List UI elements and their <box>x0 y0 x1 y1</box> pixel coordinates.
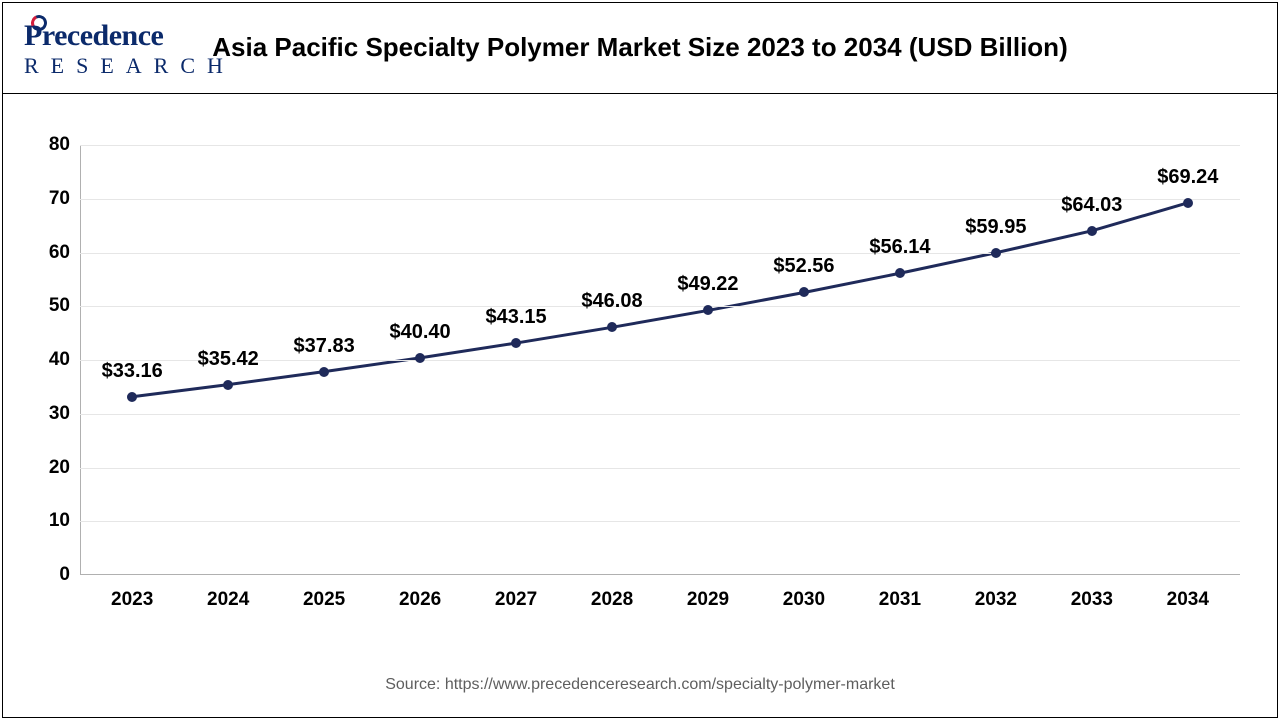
data-label: $35.42 <box>198 348 259 371</box>
data-marker <box>895 268 905 278</box>
data-marker <box>319 367 329 377</box>
x-tick-label: 2025 <box>303 589 345 611</box>
logo-text-top: Precedence <box>24 21 244 51</box>
data-label: $52.56 <box>773 255 834 278</box>
data-marker <box>511 338 521 348</box>
series-line <box>132 203 1188 397</box>
x-tick-label: 2027 <box>495 589 537 611</box>
grid-line <box>80 414 1240 415</box>
source-caption: Source: https://www.precedenceresearch.c… <box>0 676 1280 694</box>
x-tick-label: 2029 <box>687 589 729 611</box>
grid-line <box>80 145 1240 146</box>
data-label: $69.24 <box>1157 166 1218 189</box>
grid-line <box>80 521 1240 522</box>
x-tick-label: 2028 <box>591 589 633 611</box>
data-marker <box>703 305 713 315</box>
x-tick-label: 2023 <box>111 589 153 611</box>
grid-line <box>80 253 1240 254</box>
data-marker <box>223 380 233 390</box>
plot-area: 0102030405060708020232024202520262027202… <box>80 145 1240 575</box>
x-tick-label: 2032 <box>975 589 1017 611</box>
x-tick-label: 2030 <box>783 589 825 611</box>
data-marker <box>1183 198 1193 208</box>
data-label: $40.40 <box>389 321 450 344</box>
data-marker <box>607 322 617 332</box>
data-marker <box>415 353 425 363</box>
y-tick-label: 40 <box>30 349 70 371</box>
y-tick-label: 10 <box>30 510 70 532</box>
y-tick-label: 50 <box>30 295 70 317</box>
data-marker <box>127 392 137 402</box>
grid-line <box>80 468 1240 469</box>
grid-line <box>80 306 1240 307</box>
brand-logo: Precedence RESEARCH <box>24 17 244 83</box>
data-label: $37.83 <box>294 335 355 358</box>
data-marker <box>799 287 809 297</box>
x-tick-label: 2034 <box>1167 589 1209 611</box>
data-label: $59.95 <box>965 216 1026 239</box>
logo-text-bottom: RESEARCH <box>24 53 244 79</box>
data-label: $49.22 <box>677 273 738 296</box>
x-tick-label: 2024 <box>207 589 249 611</box>
y-tick-label: 80 <box>30 134 70 156</box>
data-label: $64.03 <box>1061 194 1122 217</box>
y-tick-label: 20 <box>30 457 70 479</box>
data-label: $56.14 <box>869 236 930 259</box>
x-tick-label: 2033 <box>1071 589 1113 611</box>
y-tick-label: 70 <box>30 188 70 210</box>
data-label: $43.15 <box>485 306 546 329</box>
y-tick-label: 30 <box>30 403 70 425</box>
y-tick-label: 0 <box>30 564 70 586</box>
data-label: $33.16 <box>102 360 163 383</box>
data-label: $46.08 <box>581 290 642 313</box>
header: Precedence RESEARCH Asia Pacific Special… <box>2 2 1278 94</box>
data-marker <box>1087 226 1097 236</box>
y-tick-label: 60 <box>30 242 70 264</box>
data-marker <box>991 248 1001 258</box>
x-tick-label: 2031 <box>879 589 921 611</box>
x-tick-label: 2026 <box>399 589 441 611</box>
